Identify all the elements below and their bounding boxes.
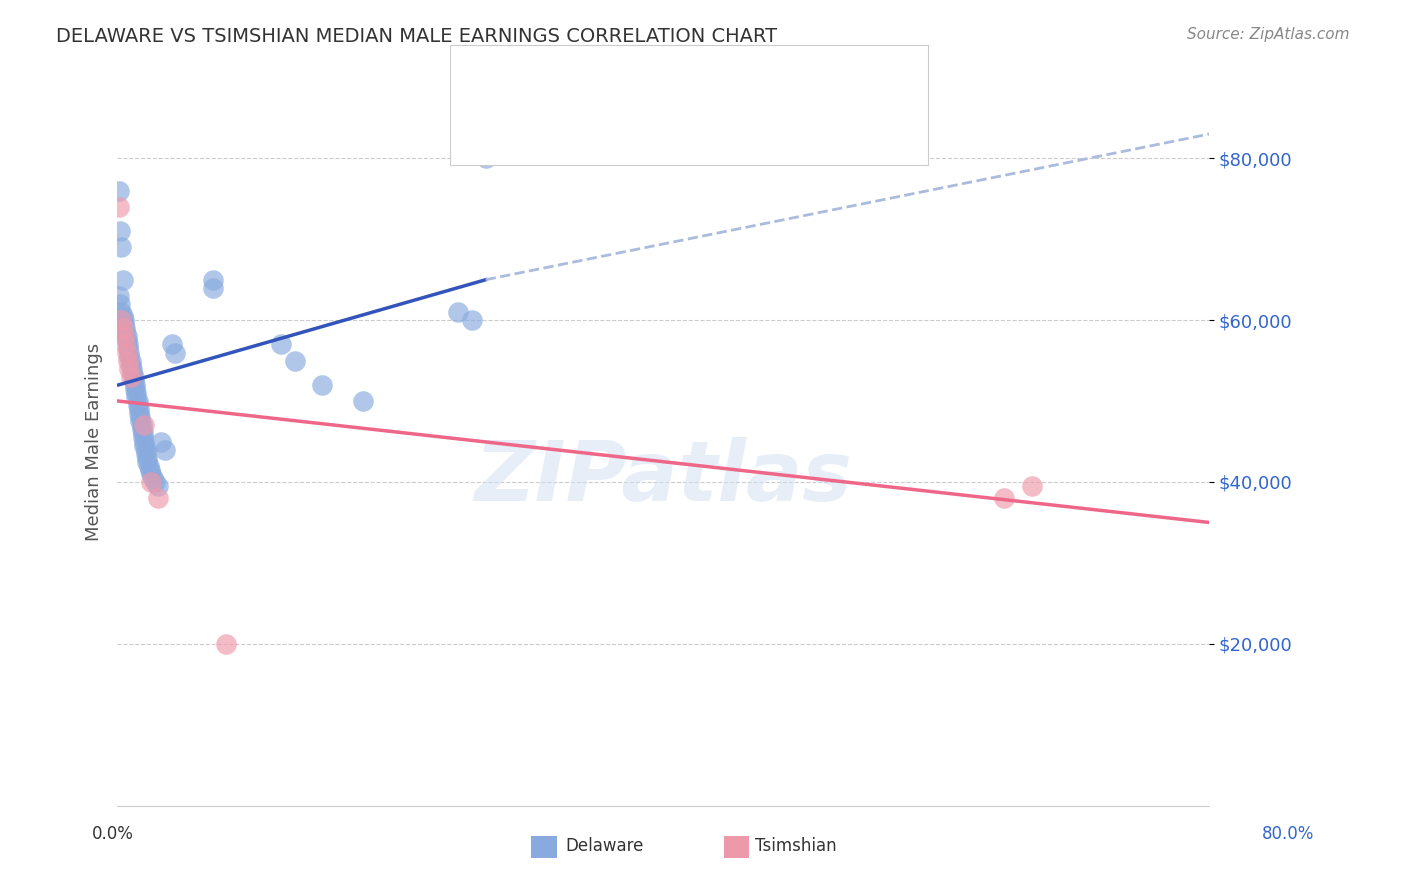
Point: [128, 402, 150, 417]
Point: [114, 337, 136, 351]
Point: [118, 345, 141, 359]
Point: [132, 430, 155, 444]
Point: [134, 439, 156, 453]
Point: [129, 414, 152, 428]
Text: Delaware: Delaware: [565, 837, 644, 855]
Text: 0.0%: 0.0%: [91, 825, 134, 843]
Point: [160, 337, 183, 351]
Point: [115, 334, 138, 348]
Point: [124, 382, 146, 396]
Point: [118, 361, 141, 376]
Point: [117, 353, 139, 368]
Point: [134, 434, 156, 449]
Point: [311, 378, 333, 392]
Point: [153, 442, 176, 457]
Point: [112, 317, 135, 331]
Text: Tsimshian: Tsimshian: [755, 837, 837, 855]
Point: [138, 458, 160, 473]
Point: [131, 422, 153, 436]
Point: [993, 491, 1015, 505]
Point: [108, 224, 131, 238]
Point: [201, 273, 224, 287]
Point: [163, 345, 186, 359]
Point: [284, 353, 307, 368]
Point: [121, 361, 143, 376]
Point: [201, 281, 224, 295]
Point: [141, 467, 163, 481]
Point: [139, 463, 162, 477]
Point: [115, 329, 138, 343]
Point: [136, 455, 159, 469]
Point: [146, 479, 169, 493]
Point: [120, 358, 142, 372]
Point: [120, 369, 142, 384]
Point: [111, 273, 134, 287]
Point: [117, 342, 139, 356]
Point: [270, 337, 292, 351]
Point: [142, 471, 165, 485]
Text: DELAWARE VS TSIMSHIAN MEDIAN MALE EARNINGS CORRELATION CHART: DELAWARE VS TSIMSHIAN MEDIAN MALE EARNIN…: [56, 27, 778, 45]
Point: [134, 418, 156, 433]
Point: [146, 491, 169, 505]
Point: [145, 475, 167, 489]
Point: [108, 297, 131, 311]
Point: [124, 378, 146, 392]
Point: [1021, 479, 1043, 493]
Point: [131, 418, 153, 433]
Point: [118, 350, 141, 364]
Point: [136, 450, 159, 465]
Point: [114, 326, 136, 340]
Point: [141, 475, 163, 489]
Point: [129, 410, 152, 425]
Point: [112, 313, 135, 327]
Text: R = -0.367   N = 14: R = -0.367 N = 14: [510, 114, 688, 132]
Point: [121, 366, 143, 380]
Point: [122, 369, 145, 384]
Point: [117, 337, 139, 351]
Point: [107, 200, 129, 214]
Point: [125, 390, 148, 404]
Point: [135, 447, 157, 461]
Point: [461, 313, 484, 327]
Point: [111, 321, 134, 335]
Point: [120, 353, 142, 368]
Text: R =  0.234   N = 63: R = 0.234 N = 63: [510, 74, 686, 92]
Point: [149, 434, 172, 449]
Point: [135, 442, 157, 457]
Point: [127, 398, 149, 412]
Point: [474, 152, 496, 166]
Point: [110, 240, 132, 254]
Point: [352, 394, 374, 409]
Point: [115, 345, 138, 359]
Point: [111, 309, 134, 323]
Y-axis label: Median Male Earnings: Median Male Earnings: [86, 343, 103, 541]
Point: [112, 329, 135, 343]
Point: [110, 313, 132, 327]
Text: 80.0%: 80.0%: [1263, 825, 1315, 843]
Point: [125, 386, 148, 401]
Point: [110, 305, 132, 319]
Point: [127, 394, 149, 409]
Point: [215, 637, 238, 651]
Point: [114, 321, 136, 335]
Point: [107, 289, 129, 303]
Point: [128, 406, 150, 420]
Point: [447, 305, 470, 319]
Text: ZIPatlas: ZIPatlas: [474, 437, 852, 518]
Point: [107, 184, 129, 198]
Point: [122, 374, 145, 388]
Text: Source: ZipAtlas.com: Source: ZipAtlas.com: [1187, 27, 1350, 42]
Point: [132, 426, 155, 441]
